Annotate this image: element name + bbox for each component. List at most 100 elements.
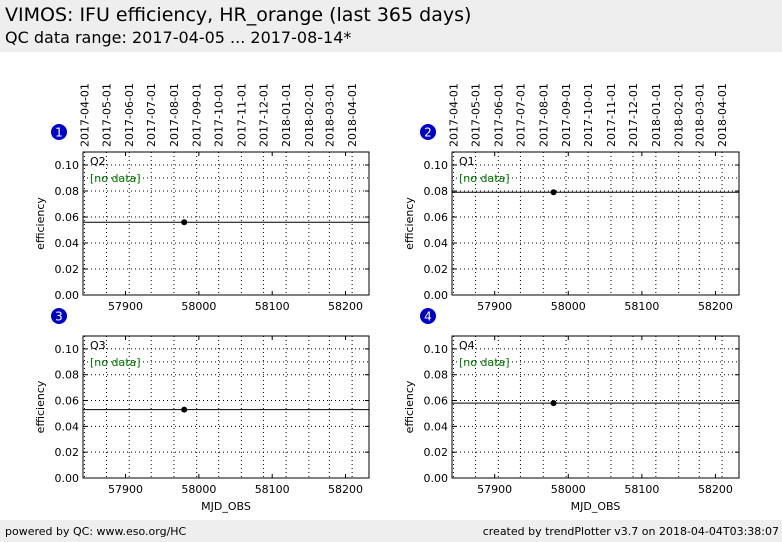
x-axis-label: MJD_OBS: [571, 500, 621, 513]
y-tick-label: 0.00: [55, 472, 80, 485]
quadrant-label: Q1: [459, 155, 475, 168]
data-point: [550, 400, 557, 407]
x-tick-label: 58000: [551, 300, 586, 313]
panel-badge: [51, 124, 67, 140]
y-tick-label: 0.10: [55, 159, 80, 172]
chart-panel-1: 0.00 0.02 0.04 0.06 0.08 0.10 57900 58000 58100 5…: [34, 83, 370, 313]
y-tick-label: 0.00: [424, 472, 449, 485]
x-tick-label: 58100: [624, 300, 659, 313]
quadrant-label: Q3: [90, 339, 106, 352]
panel-badge-number: 2: [424, 126, 432, 140]
y-tick-label: 0.04: [55, 420, 80, 433]
y-tick-label: 0.10: [424, 343, 449, 356]
date-tick-label: 2017-05-01: [100, 83, 113, 147]
date-tick-label: 2017-12-01: [627, 83, 640, 147]
date-tick-label: 2017-11-01: [235, 83, 248, 147]
y-axis-label: efficiency: [403, 197, 416, 250]
y-tick-label: 0.06: [424, 395, 449, 408]
date-tick-label: 2017-07-01: [145, 83, 158, 147]
date-tick-label: 2017-10-01: [582, 83, 595, 147]
x-tick-label: 57900: [477, 300, 512, 313]
no-data-label: [no data]: [90, 356, 141, 369]
date-tick-label: 2018-01-01: [650, 83, 663, 147]
date-tick-label: 2017-12-01: [257, 83, 270, 147]
x-tick-label: 57900: [477, 483, 512, 496]
y-tick-label: 0.04: [424, 237, 449, 250]
page-subtitle: QC data range: 2017-04-05 ... 2017-08-14…: [5, 28, 352, 47]
date-tick-label: 2018-04-01: [346, 83, 359, 147]
date-tick-label: 2017-04-01: [447, 83, 460, 147]
y-tick-label: 0.02: [424, 263, 449, 276]
data-point: [181, 406, 188, 413]
header-bar: VIMOS: IFU efficiency, HR_orange (last 3…: [0, 0, 782, 52]
chart-panel-2: 0.00 0.02 0.04 0.06 0.08 0.10 57900 58000 58100 5…: [403, 83, 740, 313]
x-tick-label: 58100: [255, 483, 290, 496]
y-tick-label: 0.00: [424, 289, 449, 302]
panel-badge: [51, 308, 67, 324]
date-tick-label: 2017-07-01: [514, 83, 527, 147]
date-tick-label: 2018-03-01: [693, 83, 706, 147]
y-tick-label: 0.04: [55, 237, 80, 250]
x-tick-label: 58000: [181, 483, 216, 496]
date-tick-label: 2017-11-01: [605, 83, 618, 147]
footer-created-by: created by trendPlotter v3.7 on 2018-04-…: [482, 525, 779, 538]
y-axis-label: efficiency: [403, 380, 416, 433]
x-tick-label: 58200: [698, 300, 733, 313]
date-tick-label: 2018-01-01: [280, 83, 293, 147]
date-tick-label: 2017-09-01: [191, 83, 204, 147]
plot-frame: [82, 151, 370, 296]
y-tick-label: 0.08: [55, 185, 80, 198]
date-tick-label: 2017-05-01: [470, 83, 483, 147]
panel-badge: [420, 124, 436, 140]
quadrant-label: Q2: [90, 155, 106, 168]
data-point: [181, 219, 188, 226]
x-tick-label: 58100: [255, 300, 290, 313]
y-axis-label: efficiency: [34, 197, 47, 250]
y-tick-label: 0.10: [424, 159, 449, 172]
date-tick-label: 2017-08-01: [168, 83, 181, 147]
plot-frame: [451, 151, 740, 296]
plot-frame: [82, 335, 370, 479]
date-tick-label: 2018-04-01: [716, 83, 729, 147]
y-tick-label: 0.02: [55, 446, 80, 459]
y-tick-label: 0.06: [55, 395, 80, 408]
no-data-label: [no data]: [90, 172, 141, 185]
chart-panel-4: 0.00 0.02 0.04 0.06 0.08 0.10 57900 58000 58100 5…: [403, 308, 740, 513]
x-tick-label: 58100: [624, 483, 659, 496]
date-tick-label: 2017-08-01: [537, 83, 550, 147]
date-tick-label: 2017-04-01: [78, 83, 91, 147]
y-tick-label: 0.08: [424, 185, 449, 198]
y-tick-label: 0.06: [55, 211, 80, 224]
x-tick-label: 58000: [181, 300, 216, 313]
date-tick-label: 2017-06-01: [123, 83, 136, 147]
plot-frame: [451, 335, 740, 479]
panel-badge-number: 1: [55, 126, 63, 140]
x-axis-label: MJD_OBS: [201, 500, 251, 513]
page-title: VIMOS: IFU efficiency, HR_orange (last 3…: [5, 4, 472, 26]
y-tick-label: 0.02: [55, 263, 80, 276]
no-data-label: [no data]: [459, 172, 510, 185]
no-data-label: [no data]: [459, 356, 510, 369]
y-tick-label: 0.04: [424, 420, 449, 433]
date-tick-label: 2018-02-01: [303, 83, 316, 147]
panel-badge-number: 3: [55, 310, 63, 324]
date-tick-label: 2017-10-01: [213, 83, 226, 147]
x-tick-label: 58200: [328, 483, 363, 496]
date-tick-label: 2017-06-01: [492, 83, 505, 147]
footer-bar: powered by QC: www.eso.org/HC created by…: [0, 520, 782, 542]
footer-powered-by: powered by QC: www.eso.org/HC: [5, 525, 187, 538]
chart-panel-3: 0.00 0.02 0.04 0.06 0.08 0.10 57900 58000 58100 5…: [34, 308, 370, 513]
y-tick-label: 0.10: [55, 343, 80, 356]
date-tick-label: 2018-03-01: [323, 83, 336, 147]
y-axis-label: efficiency: [34, 380, 47, 433]
y-tick-label: 0.08: [424, 369, 449, 382]
date-tick-label: 2017-09-01: [560, 83, 573, 147]
panel-badge-number: 4: [424, 310, 432, 324]
x-tick-label: 57900: [108, 300, 143, 313]
x-tick-label: 58000: [551, 483, 586, 496]
y-tick-label: 0.06: [424, 211, 449, 224]
x-tick-label: 58200: [328, 300, 363, 313]
x-tick-label: 57900: [108, 483, 143, 496]
quadrant-label: Q4: [459, 339, 475, 352]
